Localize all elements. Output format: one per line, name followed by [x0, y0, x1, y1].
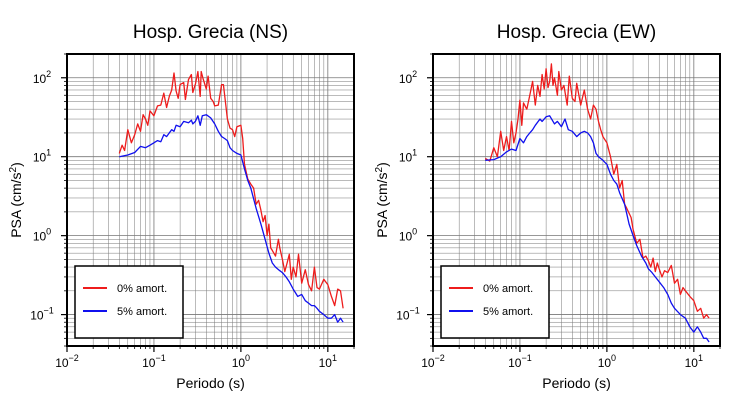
legend-label: 5% amort. — [483, 306, 533, 318]
x-tick-base: 10 — [142, 356, 156, 370]
y-tick-label: 102 — [33, 69, 51, 86]
legend-label: 0% amort. — [483, 283, 533, 295]
x-tick-label: 101 — [685, 353, 703, 370]
x-tick-label: 100 — [232, 353, 250, 370]
y-axis-label-sup: 2 — [374, 166, 385, 172]
x-tick-label: 10−2 — [421, 353, 445, 370]
plot-frame — [432, 53, 721, 347]
y-tick-label: 10−1 — [396, 306, 420, 323]
x-tick-label: 10−1 — [142, 353, 166, 370]
y-tick-label: 100 — [399, 227, 417, 244]
y-axis-label-end: ) — [374, 162, 390, 167]
y-tick-base: 10 — [399, 72, 413, 86]
x-tick-label: 10−2 — [55, 353, 79, 370]
y-tick-exponent: 2 — [412, 69, 417, 79]
y-axis-label: PSA (cm/s2) — [374, 162, 390, 238]
y-tick-exponent: 0 — [46, 227, 51, 237]
x-tick-base: 10 — [319, 356, 333, 370]
y-axis-label-end: ) — [8, 162, 24, 167]
y-axis-label-sup: 2 — [8, 166, 19, 172]
series-line-damped — [119, 114, 344, 323]
y-tick-label: 10−1 — [30, 306, 54, 323]
chart-panel-ns: Hosp. Grecia (NS)10−2 10−1 100 10110−110010… — [8, 22, 355, 391]
x-tick-exponent: −2 — [69, 353, 79, 363]
y-tick-label: 101 — [33, 148, 51, 165]
y-tick-exponent: 2 — [46, 69, 51, 79]
x-tick-exponent: −1 — [155, 353, 165, 363]
series-line-undamped — [118, 70, 344, 309]
x-tick-base: 10 — [421, 356, 435, 370]
y-tick-label: 100 — [33, 227, 51, 244]
x-tick-exponent: 0 — [611, 353, 616, 363]
x-tick-label: 100 — [598, 353, 616, 370]
chart-title: Hosp. Grecia (EW) — [497, 22, 656, 43]
y-tick-base: 10 — [396, 309, 410, 323]
y-tick-base: 10 — [399, 151, 413, 165]
y-axis-label: PSA (cm/s2) — [8, 162, 24, 238]
x-tick-base: 10 — [685, 356, 699, 370]
chart-title: Hosp. Grecia (NS) — [133, 22, 288, 43]
legend-box — [440, 265, 550, 339]
y-tick-exponent: 0 — [412, 227, 417, 237]
x-tick-label: 10−1 — [508, 353, 532, 370]
x-tick-exponent: −2 — [435, 353, 445, 363]
x-tick-label: 101 — [319, 353, 337, 370]
x-tick-base: 10 — [508, 356, 522, 370]
y-tick-exponent: 1 — [412, 148, 417, 158]
y-tick-exponent: 1 — [46, 148, 51, 158]
y-tick-base: 10 — [399, 230, 413, 244]
x-axis-label: Periodo (s) — [176, 375, 244, 391]
legend: 0% amort. 5% amort. — [74, 265, 184, 339]
y-tick-base: 10 — [30, 309, 44, 323]
legend-label: 5% amort. — [117, 306, 167, 318]
y-tick-base: 10 — [33, 230, 47, 244]
y-tick-exponent: −1 — [44, 306, 54, 316]
y-tick-label: 101 — [399, 148, 417, 165]
x-tick-base: 10 — [232, 356, 246, 370]
y-tick-base: 10 — [33, 72, 47, 86]
legend-label: 0% amort. — [117, 283, 167, 295]
x-tick-base: 10 — [598, 356, 612, 370]
x-tick-base: 10 — [55, 356, 69, 370]
y-tick-base: 10 — [33, 151, 47, 165]
x-tick-exponent: 1 — [332, 353, 337, 363]
legend-box — [74, 265, 184, 339]
legend: 0% amort. 5% amort. — [440, 265, 550, 339]
plot-frame — [66, 53, 355, 347]
series-line-undamped — [484, 63, 710, 319]
y-axis-label-main: PSA (cm/s — [374, 172, 390, 237]
series-line-damped — [485, 115, 710, 343]
x-tick-exponent: 1 — [698, 353, 703, 363]
x-tick-exponent: −1 — [521, 353, 531, 363]
chart-panel-ew: Hosp. Grecia (EW)10−2 10−1 100 10110−110010… — [374, 22, 721, 391]
y-axis-label-main: PSA (cm/s — [8, 172, 24, 237]
x-tick-exponent: 0 — [245, 353, 250, 363]
y-tick-exponent: −1 — [410, 306, 420, 316]
grid-lines — [66, 53, 355, 347]
x-axis-label: Periodo (s) — [542, 375, 610, 391]
y-tick-label: 102 — [399, 69, 417, 86]
